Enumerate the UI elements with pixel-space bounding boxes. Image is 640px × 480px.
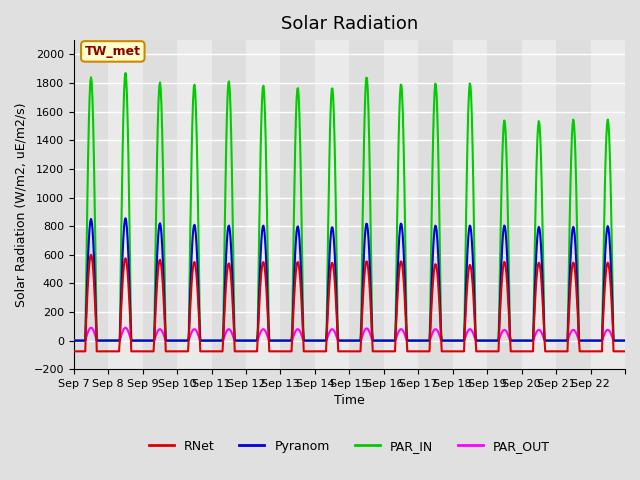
Bar xyxy=(108,40,143,369)
PAR_IN xyxy=(264,260,271,265)
Bar xyxy=(384,40,419,369)
X-axis label: Time: Time xyxy=(334,395,365,408)
Bar xyxy=(419,40,452,369)
Pyranom xyxy=(70,338,77,344)
PAR_OUT xyxy=(70,338,77,344)
PAR_OUT xyxy=(621,338,629,344)
RNet xyxy=(237,348,244,354)
PAR_OUT xyxy=(87,325,95,331)
Bar xyxy=(556,40,591,369)
Pyranom xyxy=(264,302,271,308)
PAR_IN xyxy=(438,338,445,344)
Line: PAR_IN: PAR_IN xyxy=(74,73,625,341)
Bar xyxy=(143,40,177,369)
RNet xyxy=(407,348,415,354)
Line: RNet: RNet xyxy=(74,255,625,351)
PAR_IN xyxy=(70,338,77,344)
Pyranom xyxy=(285,338,292,344)
Bar xyxy=(280,40,315,369)
Pyranom xyxy=(407,338,415,344)
Pyranom xyxy=(237,338,244,344)
PAR_IN xyxy=(407,338,415,344)
Bar xyxy=(349,40,384,369)
PAR_OUT xyxy=(285,338,292,344)
PAR_IN xyxy=(237,338,244,344)
Bar xyxy=(315,40,349,369)
Bar xyxy=(591,40,625,369)
PAR_IN xyxy=(621,338,629,344)
Title: Solar Radiation: Solar Radiation xyxy=(281,15,418,33)
PAR_OUT xyxy=(237,338,244,344)
Bar xyxy=(452,40,487,369)
Pyranom xyxy=(135,338,143,344)
Bar xyxy=(487,40,522,369)
PAR_OUT xyxy=(135,338,143,344)
RNet xyxy=(264,313,271,319)
Text: TW_met: TW_met xyxy=(85,45,141,58)
PAR_OUT xyxy=(264,334,271,340)
PAR_IN xyxy=(285,338,292,344)
Bar xyxy=(522,40,556,369)
RNet xyxy=(87,252,95,258)
Bar xyxy=(212,40,246,369)
Pyranom xyxy=(122,216,129,221)
Bar xyxy=(177,40,212,369)
RNet xyxy=(135,348,143,354)
Pyranom xyxy=(621,338,629,344)
Y-axis label: Solar Radiation (W/m2, uE/m2/s): Solar Radiation (W/m2, uE/m2/s) xyxy=(15,102,28,307)
RNet xyxy=(70,348,77,354)
PAR_IN xyxy=(135,338,143,344)
Bar xyxy=(246,40,280,369)
RNet xyxy=(438,348,445,354)
Line: Pyranom: Pyranom xyxy=(74,218,625,341)
Line: PAR_OUT: PAR_OUT xyxy=(74,328,625,341)
RNet xyxy=(621,348,629,354)
PAR_IN xyxy=(122,70,129,76)
RNet xyxy=(285,348,292,354)
Pyranom xyxy=(438,338,445,344)
Bar xyxy=(74,40,108,369)
PAR_OUT xyxy=(438,338,445,344)
PAR_OUT xyxy=(407,338,415,344)
Legend: RNet, Pyranom, PAR_IN, PAR_OUT: RNet, Pyranom, PAR_IN, PAR_OUT xyxy=(144,435,555,458)
